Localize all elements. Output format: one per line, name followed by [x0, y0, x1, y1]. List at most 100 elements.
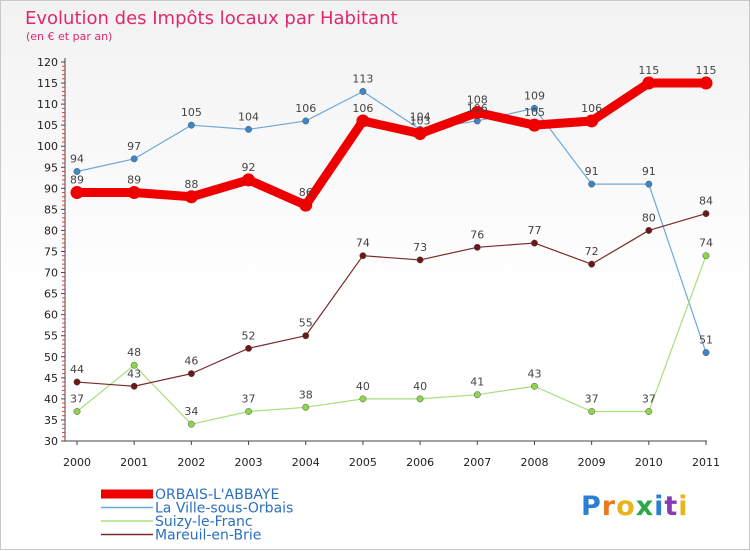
data-point-orbais-l-abbaye [127, 186, 141, 200]
logo-letter: t [664, 491, 679, 522]
data-label-suizy-le-franc: 40 [413, 380, 427, 393]
data-point-la-ville-sous-orbais [645, 180, 653, 188]
x-tick-label: 2010 [635, 456, 663, 469]
data-point-orbais-l-abbaye [699, 76, 713, 90]
x-tick-label: 2002 [177, 456, 205, 469]
x-tick-label: 2003 [235, 456, 263, 469]
data-point-orbais-l-abbaye [413, 127, 427, 141]
y-tick-label: 65 [44, 288, 58, 301]
series-line-orbais-l-abbaye [72, 78, 711, 210]
data-point-suizy-le-franc [645, 408, 653, 415]
data-point-la-ville-sous-orbais [73, 168, 81, 175]
data-point-mareuil-en-brie [531, 239, 538, 247]
x-tick-label: 2006 [406, 456, 434, 469]
data-point-orbais-l-abbaye [527, 118, 541, 132]
y-tick-label: 85 [44, 203, 58, 216]
logo-letter: i [654, 491, 665, 522]
series-line-suizy-le-franc [76, 255, 707, 425]
data-point-suizy-le-franc [588, 408, 596, 415]
data-point-la-ville-sous-orbais [130, 155, 138, 163]
y-tick-label: 35 [44, 414, 58, 427]
data-point-suizy-le-franc [130, 361, 138, 369]
y-tick-label: 70 [44, 267, 58, 280]
y-tick-label: 50 [44, 351, 58, 364]
x-tick-label: 2001 [120, 456, 148, 469]
data-point-la-ville-sous-orbais [245, 125, 252, 133]
data-point-orbais-l-abbaye [242, 173, 256, 187]
data-point-suizy-le-franc [473, 391, 481, 399]
data-label-mareuil-en-brie: 84 [699, 195, 713, 208]
data-point-orbais-l-abbaye [299, 198, 313, 212]
data-label-suizy-le-franc: 40 [356, 380, 370, 393]
data-label-suizy-le-franc: 48 [127, 346, 141, 359]
data-label-la-ville-sous-orbais: 97 [127, 140, 141, 153]
data-label-orbais-l-abbaye: 92 [242, 161, 256, 174]
proxiti-logo: Proxiti [581, 491, 689, 522]
y-tick-label: 95 [44, 161, 58, 174]
y-tick-label: 75 [44, 246, 58, 259]
chart-subtitle: (en € et par an) [26, 30, 112, 43]
data-label-mareuil-en-brie: 72 [585, 245, 599, 258]
data-label-mareuil-en-brie: 55 [299, 317, 313, 330]
data-label-la-ville-sous-orbais: 94 [70, 152, 84, 165]
data-label-mareuil-en-brie: 76 [470, 228, 484, 241]
y-tick-label: 40 [44, 393, 58, 406]
data-label-mareuil-en-brie: 80 [642, 211, 656, 224]
y-tick-label: 90 [44, 182, 58, 195]
data-label-orbais-l-abbaye: 89 [70, 174, 84, 187]
data-point-suizy-le-franc [702, 252, 710, 260]
data-point-la-ville-sous-orbais [187, 121, 195, 129]
data-point-la-ville-sous-orbais [359, 88, 367, 95]
data-label-orbais-l-abbaye: 105 [524, 106, 545, 119]
logo-letter: r [601, 491, 617, 522]
logo-letter: i [678, 491, 689, 522]
data-point-suizy-le-franc [359, 395, 367, 403]
data-label-la-ville-sous-orbais: 51 [699, 334, 713, 347]
logo-letter: P [581, 491, 602, 522]
x-tick-label: 2005 [349, 456, 377, 469]
data-point-mareuil-en-brie [130, 382, 138, 390]
data-labels-layer: 94 97 105 104 106 113 104 106 109 91 91 51 37 48 34 37 3… [70, 64, 717, 418]
data-point-orbais-l-abbaye [470, 106, 484, 120]
y-tick-label: 100 [37, 140, 58, 153]
data-point-suizy-le-franc [73, 408, 81, 415]
data-label-orbais-l-abbaye: 86 [299, 186, 313, 199]
data-point-orbais-l-abbaye [585, 114, 599, 128]
data-label-suizy-le-franc: 37 [585, 393, 599, 406]
data-label-la-ville-sous-orbais: 104 [238, 110, 259, 123]
data-label-suizy-le-franc: 41 [470, 376, 484, 389]
x-tick-label: 2007 [463, 456, 491, 469]
x-tick-label: 2009 [578, 456, 606, 469]
data-label-suizy-le-franc: 38 [299, 388, 313, 401]
data-label-la-ville-sous-orbais: 91 [585, 165, 599, 178]
data-label-orbais-l-abbaye: 115 [696, 64, 717, 77]
x-tick-label: 2004 [292, 456, 320, 469]
data-label-mareuil-en-brie: 46 [184, 355, 198, 368]
data-label-orbais-l-abbaye: 103 [410, 115, 431, 128]
data-label-orbais-l-abbaye: 115 [638, 64, 659, 77]
data-point-mareuil-en-brie [187, 370, 195, 378]
y-tick-label: 115 [37, 77, 58, 90]
data-point-mareuil-en-brie [702, 210, 710, 218]
y-tick-label: 120 [37, 56, 58, 69]
data-label-la-ville-sous-orbais: 105 [181, 106, 202, 119]
data-label-la-ville-sous-orbais: 91 [642, 165, 656, 178]
data-point-orbais-l-abbaye [70, 186, 84, 200]
data-point-la-ville-sous-orbais [588, 180, 596, 188]
series-layer [70, 76, 713, 428]
legend-label-la-ville-sous-orbais: La Ville-sous-Orbais [155, 501, 293, 517]
data-point-mareuil-en-brie [416, 256, 424, 264]
legend-label-suizy-le-franc: Suizy-le-Franc [155, 514, 253, 530]
data-label-la-ville-sous-orbais: 104 [410, 110, 431, 123]
data-point-mareuil-en-brie [359, 252, 367, 260]
data-label-mareuil-en-brie: 73 [413, 241, 427, 254]
data-label-mareuil-en-brie: 44 [70, 363, 84, 376]
data-point-mareuil-en-brie [588, 260, 596, 268]
data-point-suizy-le-franc [416, 395, 424, 403]
y-tick-label: 45 [44, 372, 58, 385]
axes: 30 35 40 45 50 55 60 65 70 75 80 85 90 95 100 105 110 115… [37, 56, 720, 469]
data-point-suizy-le-franc [302, 403, 310, 411]
data-label-suizy-le-franc: 43 [527, 367, 541, 380]
data-point-mareuil-en-brie [302, 332, 310, 340]
